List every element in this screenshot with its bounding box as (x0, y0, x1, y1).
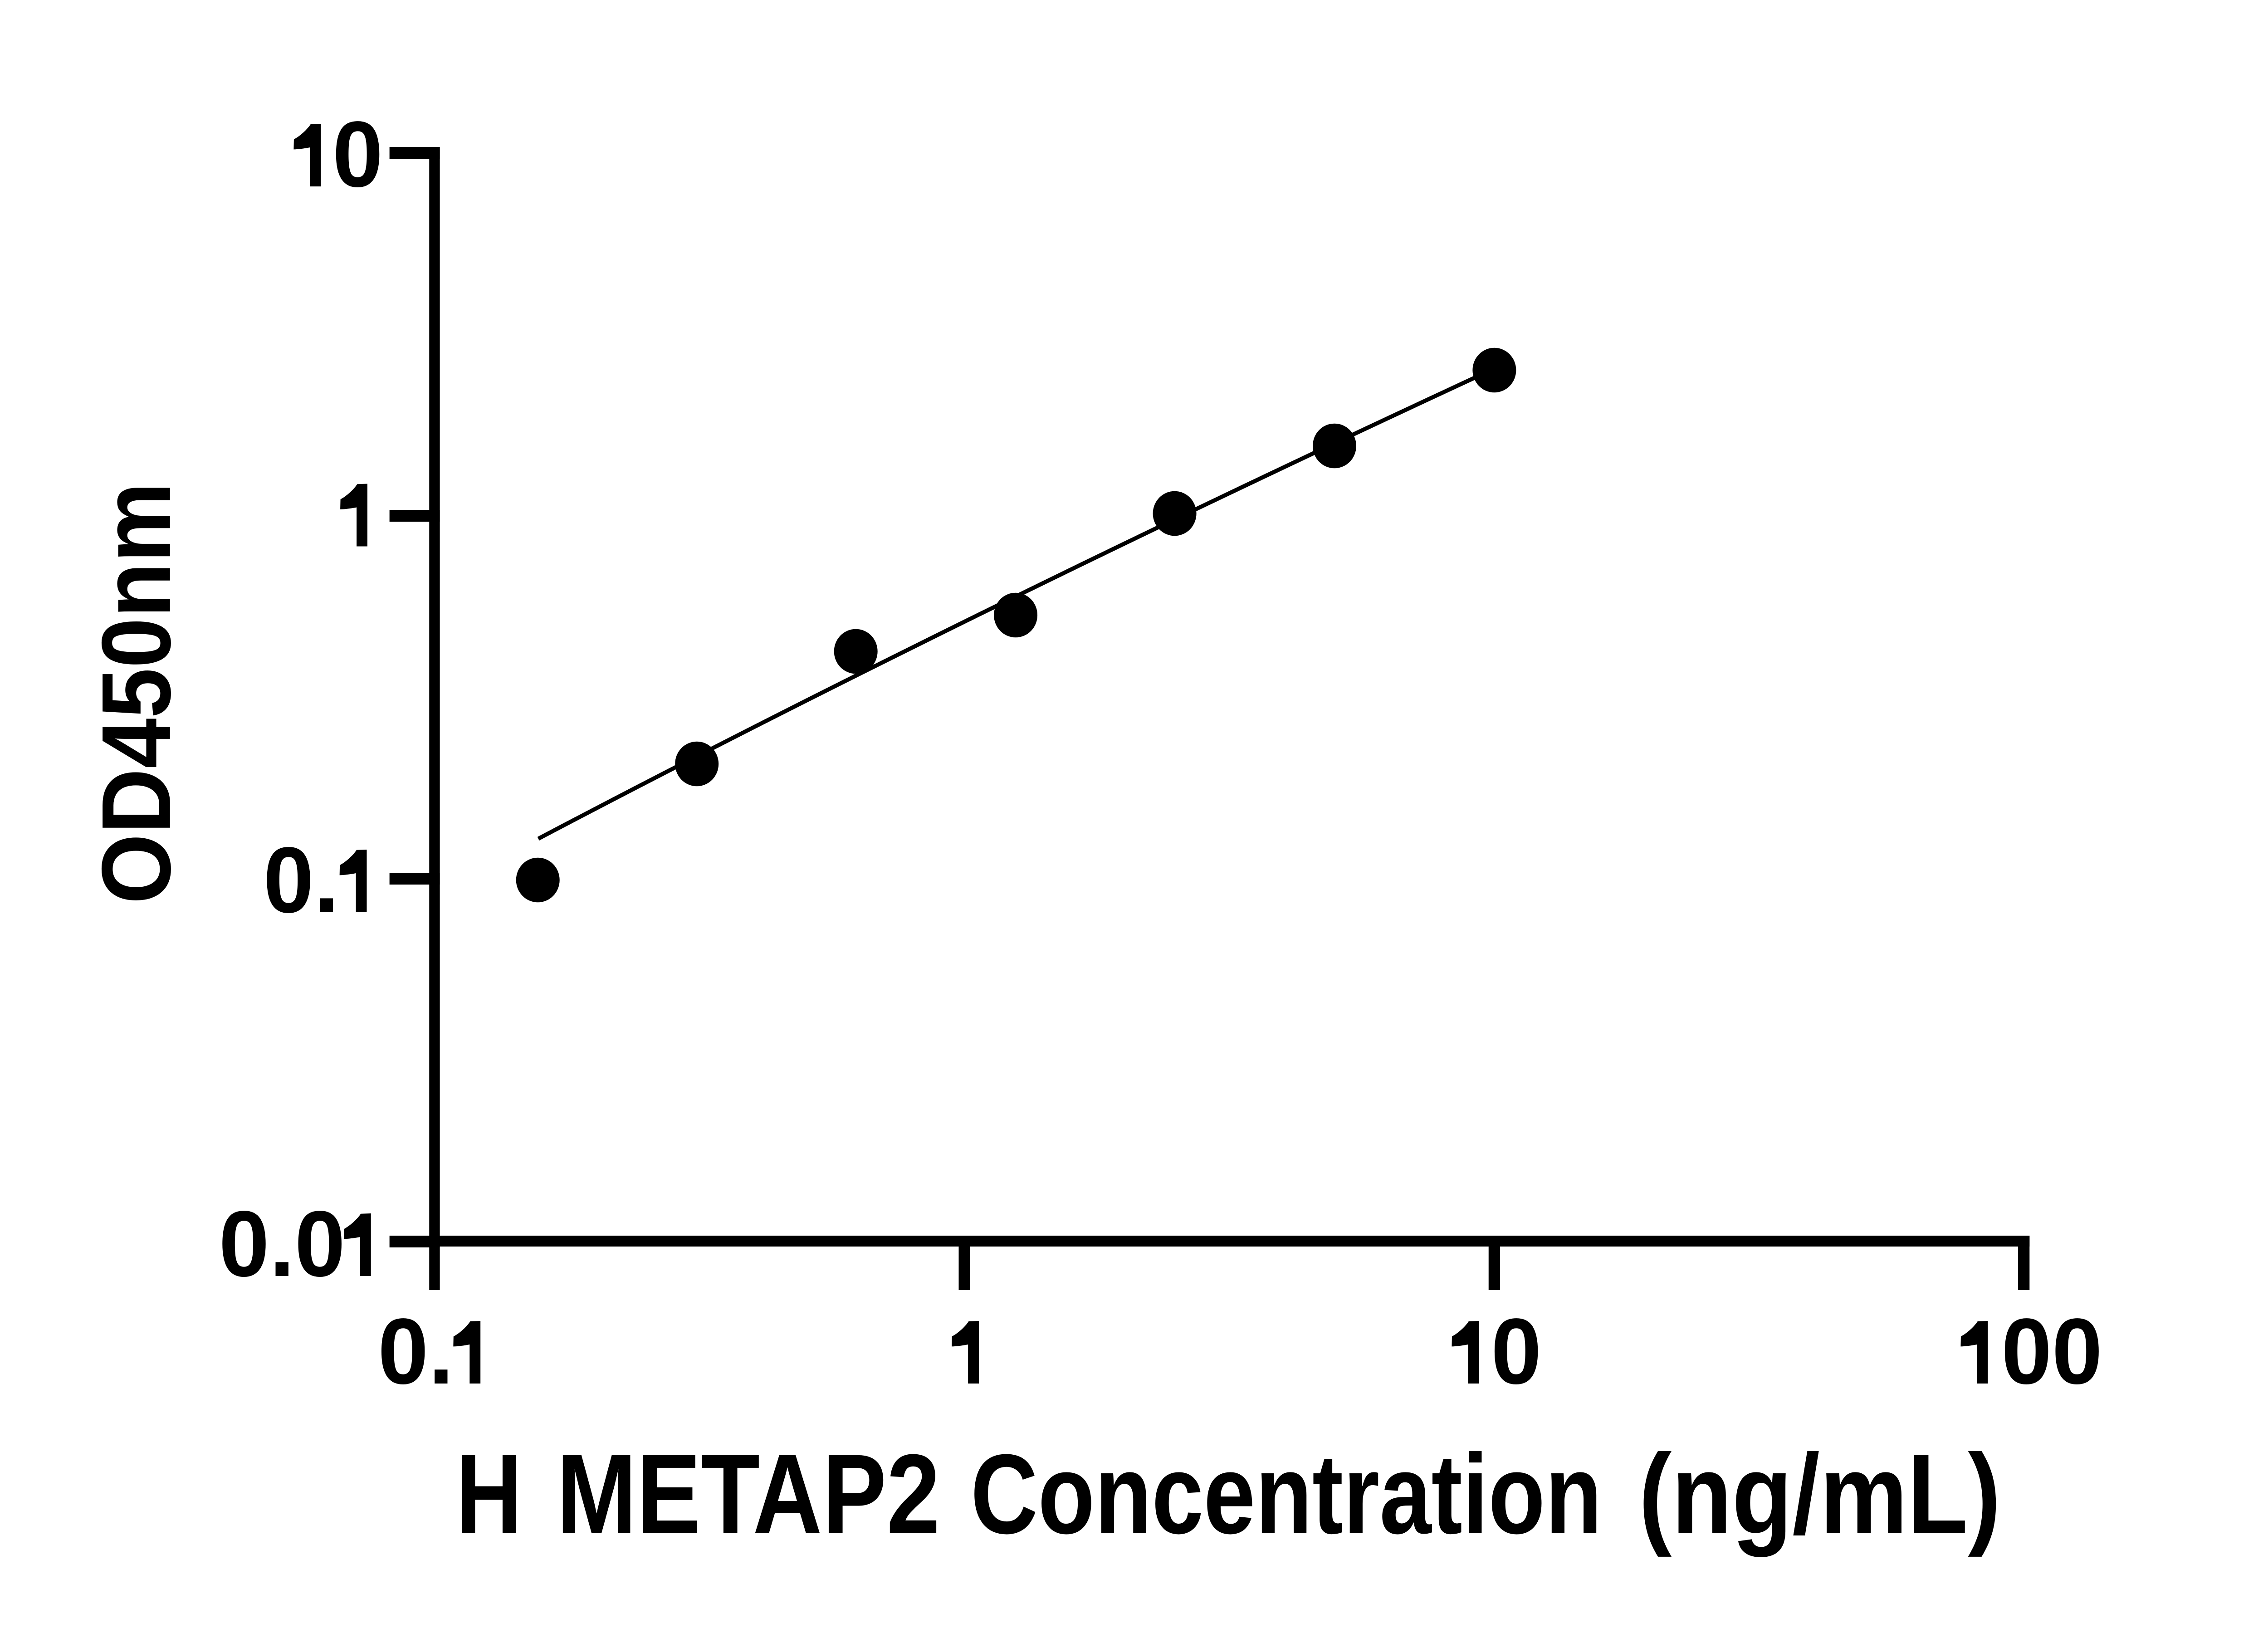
svg-text:(ng/mL): (ng/mL) (1639, 1431, 2001, 1558)
svg-text:METAP2: METAP2 (557, 1431, 940, 1558)
svg-text:0: 0 (1491, 1300, 1542, 1404)
svg-text:Concentration: Concentration (971, 1431, 1602, 1558)
svg-text:0.: 0. (378, 1300, 454, 1404)
svg-text:H: H (456, 1431, 522, 1558)
svg-text:0: 0 (332, 103, 383, 207)
svg-text:OD450nm: OD450nm (82, 482, 191, 904)
svg-text:0.0: 0.0 (219, 1192, 345, 1296)
svg-text:0.: 0. (264, 828, 339, 933)
svg-text:00: 00 (2001, 1300, 2102, 1404)
